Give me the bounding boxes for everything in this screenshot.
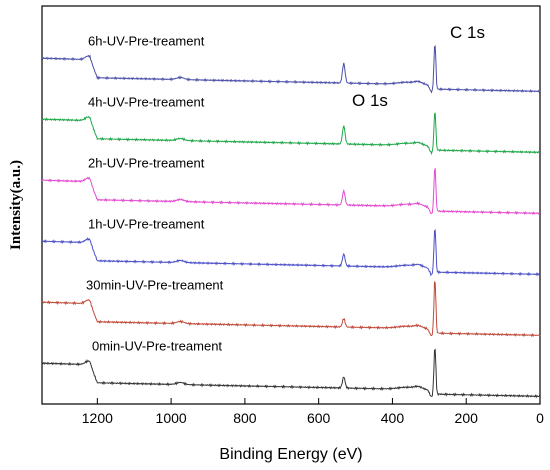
series-line: [42, 281, 541, 338]
series-line: [41, 168, 541, 216]
x-tick-label: 1200: [82, 410, 113, 426]
c1s-annotation: C 1s: [450, 23, 485, 42]
series-curves: [41, 45, 541, 399]
x-tick-label: 200: [455, 410, 479, 426]
series-label: 4h-UV-Pre-treament: [88, 94, 205, 109]
x-axis-ticks: 1200 1000 800 600 400 200 0: [82, 398, 544, 426]
series-label: 30min-UV-Pre-treament: [86, 277, 224, 292]
plot-frame: [41, 5, 541, 405]
x-axis-title: Binding Energy (eV): [219, 446, 362, 463]
x-tick-label: 600: [307, 410, 331, 426]
series-label: 0min-UV-Pre-treament: [92, 338, 222, 353]
series-line: [41, 112, 541, 156]
x-tick-label: 1000: [156, 410, 187, 426]
x-tick-label: 400: [381, 410, 405, 426]
series-line: [41, 45, 541, 94]
x-tick-label: 800: [233, 410, 257, 426]
y-axis-title: Intensity(a.u.): [8, 160, 24, 250]
series-label: 1h-UV-Pre-treament: [88, 216, 205, 231]
o1s-annotation: O 1s: [352, 91, 388, 110]
x-tick-label: 0: [536, 410, 544, 426]
series-labels: 6h-UV-Pre-treament 4h-UV-Pre-treament 2h-U…: [86, 33, 224, 353]
series-label: 2h-UV-Pre-treament: [88, 155, 205, 170]
series-line: [41, 348, 541, 399]
series-line: [42, 229, 541, 277]
series-label: 6h-UV-Pre-treament: [88, 33, 205, 48]
